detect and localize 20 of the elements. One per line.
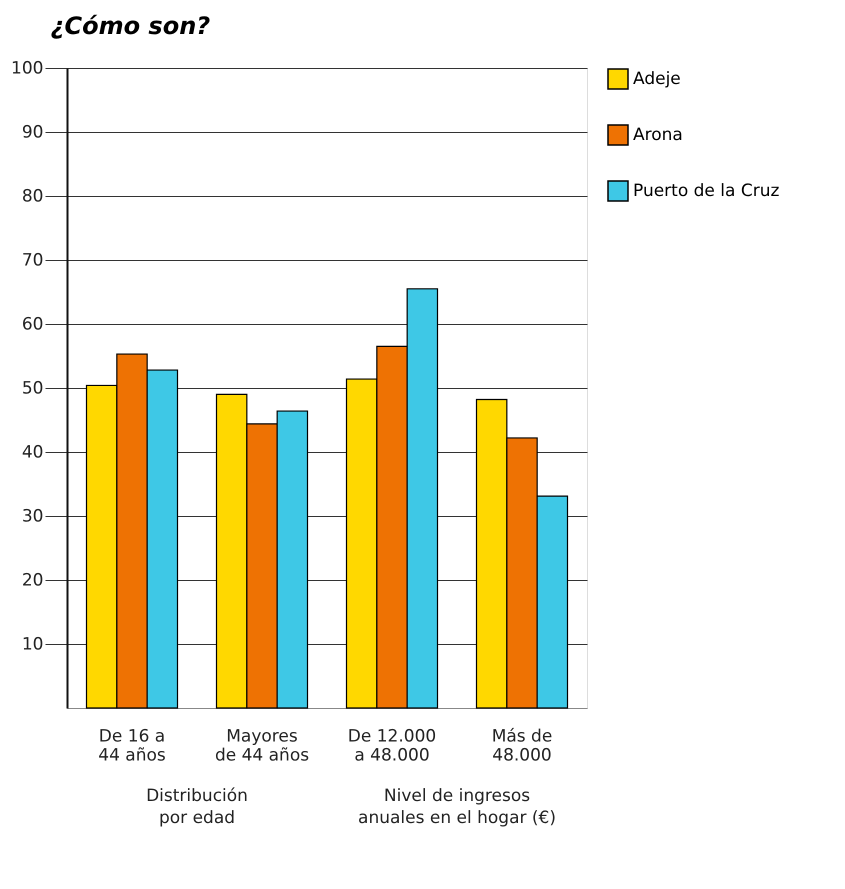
y-tick-label: 60 — [22, 314, 44, 334]
chart-title: ¿Cómo son? — [50, 12, 210, 40]
x-tick-label: Mayores de 44 años — [214, 726, 310, 766]
y-tick-label: 50 — [22, 378, 44, 398]
y-tick-label: 40 — [22, 442, 44, 462]
legend-label: Puerto de la Cruz — [633, 181, 780, 201]
y-tick-label: 80 — [22, 186, 44, 206]
y-tick-label: 70 — [22, 250, 44, 270]
x-tick-label: De 16 a 44 años — [98, 726, 166, 766]
y-tick-label: 90 — [22, 122, 44, 142]
y-tick-label: 100 — [11, 58, 44, 78]
x-tick-label: De 12.000 a 48.000 — [348, 726, 436, 766]
y-tick-label: 20 — [22, 570, 44, 590]
legend-label: Arona — [633, 125, 683, 145]
y-tick-label: 30 — [22, 506, 44, 526]
x-tick-label: Más de 48.000 — [492, 726, 552, 766]
text: Nivel de ingresos anuales en el hogar (€) — [358, 786, 556, 828]
y-tick-label: 10 — [22, 634, 44, 654]
text: Distribución por edad — [146, 786, 248, 828]
legend-label: Adeje — [633, 69, 681, 89]
